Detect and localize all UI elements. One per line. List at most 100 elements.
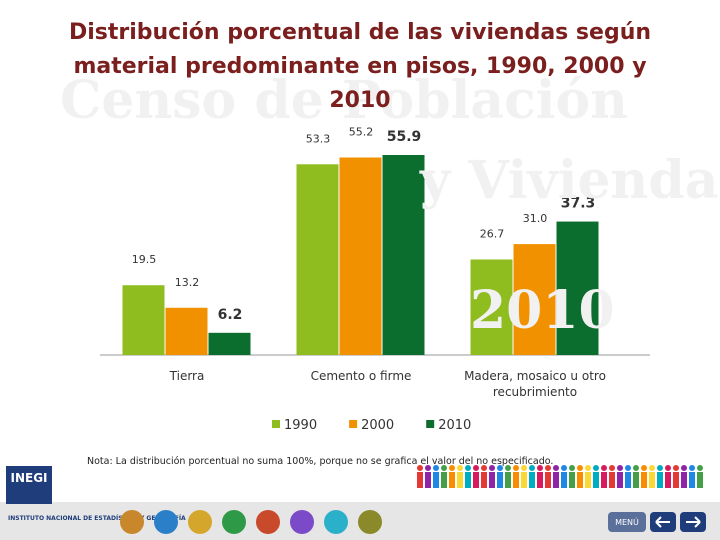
people-icon (489, 472, 495, 488)
people-icon (553, 465, 559, 471)
people-icon (649, 472, 655, 488)
nav-icon[interactable] (222, 510, 246, 534)
data-label: 37.3 (561, 196, 596, 212)
nav-icon[interactable] (324, 510, 348, 534)
menu-button[interactable] (608, 512, 646, 532)
x-tick-label: Cemento o firme (310, 369, 412, 383)
bar (296, 164, 339, 355)
people-icon (585, 465, 591, 471)
people-icon (425, 472, 431, 488)
people-icon (529, 465, 535, 471)
people-icon (433, 465, 439, 471)
bar (208, 332, 251, 355)
people-icon (625, 472, 631, 488)
institute: INSTITUTO NACIONAL DE ESTADÍSTICA Y GEOG… (8, 514, 186, 522)
people-icon (497, 472, 503, 488)
legend-swatch (426, 420, 435, 428)
people-icon (665, 472, 671, 488)
bar (339, 157, 382, 355)
people-icon (697, 465, 703, 471)
people-icon (481, 465, 487, 471)
people-icon (657, 465, 663, 471)
people-icon (625, 465, 631, 471)
logo-text: INEGI (10, 471, 47, 485)
nav-icon[interactable] (188, 510, 212, 534)
legend-swatch (272, 420, 280, 428)
people-icon (561, 472, 567, 488)
logo-box (6, 466, 52, 504)
people-icon (569, 465, 575, 471)
nav-icon[interactable] (256, 510, 280, 534)
nav-icon[interactable] (290, 510, 314, 534)
people-icon (673, 465, 679, 471)
bar (470, 259, 513, 355)
bar (556, 221, 599, 355)
people-icon (657, 472, 663, 488)
chart-title: Distribución porcentual de las viviendas… (68, 20, 652, 113)
nav-icon[interactable] (358, 510, 382, 534)
people-icon (689, 465, 695, 471)
people-icon (505, 465, 511, 471)
people-icon (601, 465, 607, 471)
people-icon (425, 465, 431, 471)
data-label: 26.7 (480, 227, 505, 240)
people-icon (465, 472, 471, 488)
people-icon (609, 472, 615, 488)
arrow-right (686, 516, 701, 528)
people-icon (641, 472, 647, 488)
people-icon (537, 472, 543, 488)
watermark: y Vivienda (420, 150, 719, 211)
watermark: 2010 (470, 280, 615, 341)
note: Nota: La distribución porcentual no suma… (87, 456, 554, 467)
nav-icon[interactable] (154, 510, 178, 534)
people-icon (609, 465, 615, 471)
data-label: 55.9 (387, 129, 422, 145)
people-icon (593, 465, 599, 471)
legend-swatch (349, 420, 358, 428)
people-icon (521, 465, 527, 471)
people-icon (689, 472, 695, 488)
people-icon (441, 472, 447, 488)
people-icon (561, 465, 567, 471)
people-icon (449, 472, 455, 488)
people-icon (473, 472, 479, 488)
people-icon (417, 465, 423, 471)
people-icon (457, 465, 463, 471)
people-icon (585, 472, 591, 488)
nav-icons: MENÚ (120, 510, 706, 534)
people-icon (545, 472, 551, 488)
data-label: 19.5 (132, 253, 157, 266)
people-icon (473, 465, 479, 471)
data-label: 53.3 (306, 132, 331, 145)
legend-label: 2010 (438, 418, 471, 433)
people-icon (577, 465, 583, 471)
people-icon (553, 472, 559, 488)
people-icon (417, 472, 423, 488)
people-icon (641, 465, 647, 471)
people-icon (513, 472, 519, 488)
people-icon (665, 465, 671, 471)
people-icon (449, 465, 455, 471)
people-icon (681, 472, 687, 488)
x-tick-label: Madera, mosaico u otro recubrimiento (464, 369, 606, 399)
people-icon (633, 472, 639, 488)
people-icon (617, 472, 623, 488)
people-icon (633, 465, 639, 471)
menu-text: MENÚ (615, 516, 639, 527)
data-label: 31.0 (523, 212, 548, 225)
people-icon (505, 472, 511, 488)
people-icon (681, 465, 687, 471)
legend-label: 2000 (361, 418, 394, 433)
people-icon (481, 472, 487, 488)
watermark: Censo de Población (60, 70, 628, 131)
people-icon (457, 472, 463, 488)
people-icon (537, 465, 543, 471)
bar (513, 244, 556, 355)
people-icon (441, 465, 447, 471)
people-icon (513, 465, 519, 471)
nav-icon[interactable] (120, 510, 144, 534)
people-icon (433, 472, 439, 488)
bar (382, 155, 425, 355)
bar (122, 285, 165, 355)
